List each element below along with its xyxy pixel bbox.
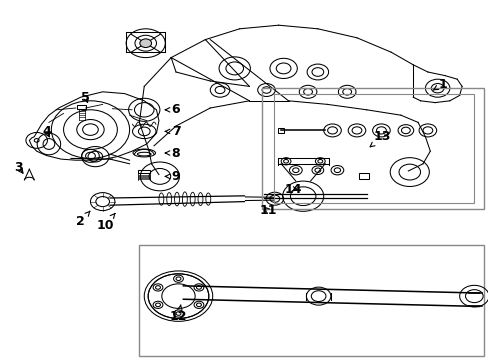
Text: 12: 12 [169, 305, 187, 323]
Text: 2: 2 [76, 211, 90, 228]
Text: 11: 11 [259, 204, 276, 217]
Bar [139, 245, 483, 356]
Text: 4: 4 [42, 125, 51, 138]
Text: 14: 14 [284, 183, 302, 195]
Text: 7: 7 [165, 125, 180, 138]
Bar [77, 105, 86, 109]
Bar [278, 127, 284, 133]
Text: 8: 8 [165, 147, 180, 159]
Bar [273, 94, 473, 203]
Text: 3: 3 [14, 161, 23, 174]
Text: 6: 6 [165, 103, 180, 116]
Text: 13: 13 [369, 130, 390, 147]
Text: 1: 1 [432, 78, 446, 91]
Text: 5: 5 [81, 91, 90, 104]
Bar [261, 88, 483, 209]
Text: 9: 9 [165, 170, 180, 183]
Bar [359, 173, 368, 179]
Bar [138, 170, 150, 173]
Text: 10: 10 [96, 213, 115, 231]
Circle shape [140, 39, 151, 48]
